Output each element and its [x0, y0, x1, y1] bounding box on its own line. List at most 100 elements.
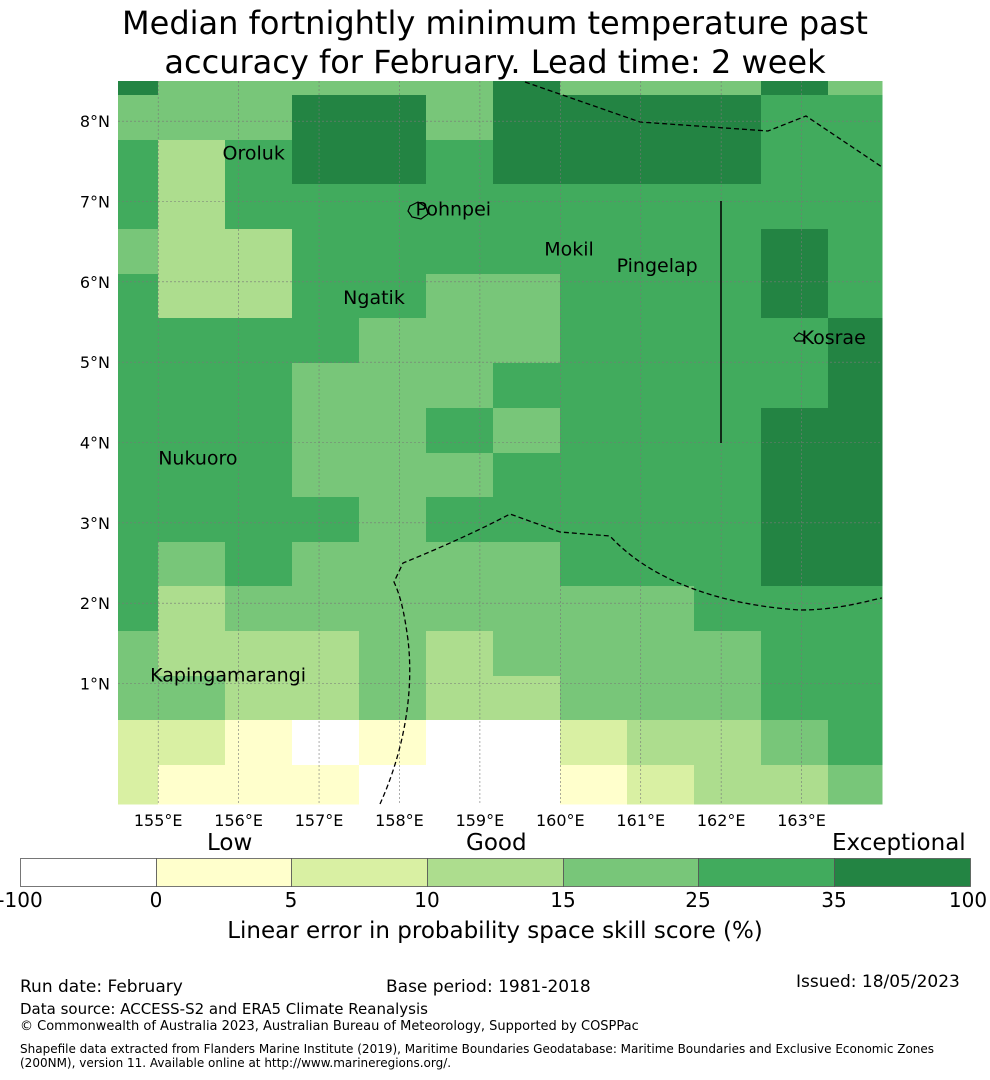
skill-cell: [761, 95, 829, 141]
skill-cell: [627, 631, 695, 677]
skill-cell: [158, 720, 226, 766]
tick-label: 25: [685, 888, 711, 912]
skill-cell: [493, 408, 561, 454]
skill-cell: [828, 631, 883, 677]
skill-cell: [627, 542, 695, 587]
longitude-label: 160°E: [536, 811, 585, 830]
legend-low: Low: [207, 830, 253, 856]
skill-cell: [761, 229, 829, 275]
skill-cell: [828, 586, 883, 632]
skill-cell: [225, 542, 293, 587]
skill-cell: [560, 631, 628, 677]
skill-cell: [560, 318, 628, 364]
latitude-labels: 8°N 7°N 6°N 5°N 4°N 3°N 2°N 1°N: [80, 112, 110, 693]
skill-cell: [694, 542, 762, 587]
eez-boundary-south-west: [379, 513, 883, 805]
skill-cell: [694, 720, 762, 766]
skill-cell: [118, 184, 159, 230]
skill-cell: [292, 720, 360, 766]
skill-cell: [560, 408, 628, 454]
skill-cell: [158, 453, 226, 498]
skill-cell: [426, 586, 494, 632]
skill-cell: [761, 720, 829, 766]
skill-cell: [158, 765, 226, 805]
skill-cell: [118, 631, 159, 677]
skill-cell: [158, 586, 226, 632]
skill-cell: [426, 453, 494, 498]
skill-cell: [761, 184, 829, 230]
skill-cell: [761, 453, 829, 498]
skill-cell: [118, 140, 159, 185]
title-line-2: accuracy for February. Lead time: 2 week: [164, 43, 826, 81]
skill-cell: [158, 95, 226, 141]
skill-cell: [359, 676, 427, 721]
skill-cell: [761, 363, 829, 409]
skill-cell: [158, 184, 226, 230]
skill-cell: [627, 81, 695, 96]
latitude-label: 5°N: [80, 353, 110, 372]
skill-cell: [493, 586, 561, 632]
skill-cell: [118, 274, 159, 319]
skill-cell: [761, 676, 829, 721]
skill-cell: [761, 631, 829, 677]
skill-cell: [118, 318, 159, 364]
tick-label: 0: [149, 888, 163, 912]
skill-cell: [627, 274, 695, 319]
colorbar: [20, 858, 971, 887]
skill-cell: [694, 586, 762, 632]
skill-cell: [225, 274, 293, 319]
skill-cell: [694, 318, 762, 364]
skill-cell: [828, 274, 883, 319]
skill-cell: [627, 140, 695, 185]
skill-cell: [828, 95, 883, 141]
skill-cell: [627, 363, 695, 409]
skill-cell: [225, 140, 293, 185]
skill-cell: [694, 408, 762, 454]
skill-cell: [225, 631, 293, 677]
skill-cell: [493, 631, 561, 677]
colorbar-segment: [156, 858, 292, 887]
skill-cell: [426, 497, 494, 543]
place-label: Kapingamarangi: [150, 664, 306, 686]
skill-cell: [158, 408, 226, 454]
skill-cell: [493, 765, 561, 805]
skill-cell: [761, 318, 829, 364]
skill-cell: [560, 81, 628, 96]
skill-cell: [292, 497, 360, 543]
skill-cell: [828, 81, 883, 96]
skill-cell: [225, 453, 293, 498]
skill-cell: [292, 408, 360, 454]
skill-cell: [493, 453, 561, 498]
legend-good: Good: [466, 830, 527, 856]
skill-cell: [560, 363, 628, 409]
skill-cell: [118, 363, 159, 409]
base-period: Base period: 1981-2018: [386, 977, 591, 997]
skill-cell: [359, 140, 427, 185]
latitude-label: 2°N: [80, 594, 110, 613]
skill-cell: [292, 631, 360, 677]
skill-cell: [426, 229, 494, 275]
skill-cell: [828, 676, 883, 721]
skill-cell: [627, 453, 695, 498]
skill-cell: [158, 318, 226, 364]
skill-cell: [627, 184, 695, 230]
skill-cell: [225, 95, 293, 141]
skill-cell: [828, 765, 883, 805]
skill-cell: [493, 363, 561, 409]
skill-cell: [292, 95, 360, 141]
skill-cell: [560, 497, 628, 543]
skill-cell: [627, 765, 695, 805]
shapefile-credit: Shapefile data extracted from Flanders M…: [20, 1042, 935, 1070]
skill-cell: [359, 229, 427, 275]
skill-cell: [627, 229, 695, 275]
longitude-label: 161°E: [616, 811, 665, 830]
skill-cell: [158, 631, 226, 677]
skill-cell: [426, 274, 494, 319]
skill-cell: [694, 497, 762, 543]
skill-cell: [828, 229, 883, 275]
skill-cell: [292, 229, 360, 275]
skill-cell: [292, 453, 360, 498]
latitude-label: 7°N: [80, 193, 110, 212]
skill-cell: [493, 184, 561, 230]
tick-label: 35: [821, 888, 847, 912]
